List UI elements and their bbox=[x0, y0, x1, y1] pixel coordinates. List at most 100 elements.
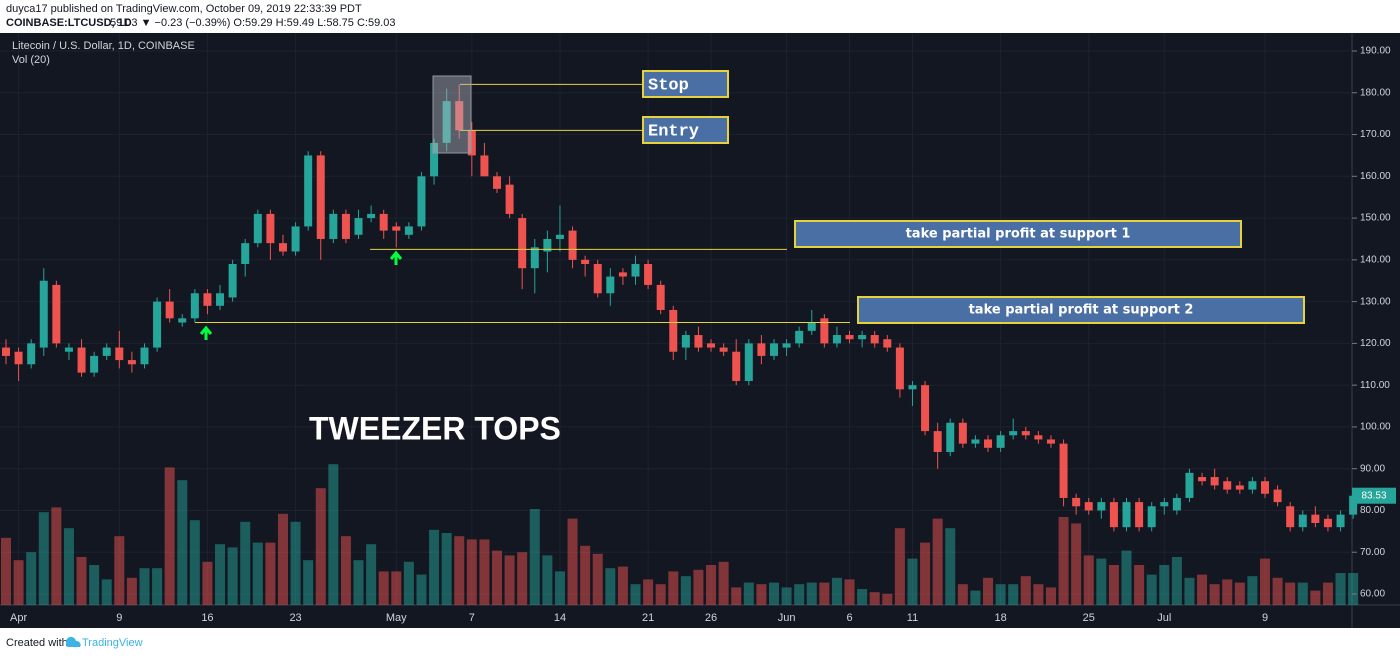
volume-bar bbox=[202, 561, 213, 605]
volume-bar bbox=[869, 592, 880, 605]
volume-bar bbox=[806, 582, 817, 605]
volume-bar bbox=[731, 587, 742, 605]
volume-bar bbox=[1285, 582, 1296, 605]
volume-bar bbox=[189, 520, 200, 605]
volume-bar bbox=[706, 565, 717, 605]
volume-bar bbox=[252, 542, 263, 605]
candle-body bbox=[958, 422, 967, 444]
volume-bar bbox=[353, 560, 364, 605]
candle-body bbox=[27, 343, 36, 365]
candle-body bbox=[1323, 518, 1332, 528]
x-tick-label: 23 bbox=[289, 612, 301, 624]
volume-bar bbox=[139, 568, 150, 605]
candle-body bbox=[631, 264, 640, 277]
candle-body bbox=[1261, 481, 1269, 494]
candle-body bbox=[1185, 472, 1194, 498]
candle-body bbox=[77, 347, 86, 373]
volume-bar bbox=[466, 539, 477, 605]
candle-body bbox=[1122, 502, 1131, 528]
volume-bar bbox=[1335, 573, 1346, 605]
volume-bar bbox=[1247, 576, 1258, 605]
volume-bar bbox=[1121, 550, 1132, 605]
candle-body bbox=[253, 213, 262, 244]
candle-body bbox=[593, 264, 602, 294]
volume-bar bbox=[1, 537, 11, 605]
candle-body bbox=[1135, 502, 1144, 528]
x-tick-label: 16 bbox=[201, 612, 213, 624]
candle-body bbox=[480, 155, 489, 177]
candle-body bbox=[1059, 443, 1068, 498]
volume-bar bbox=[441, 533, 452, 605]
volume-bar bbox=[26, 552, 37, 605]
volume-bar bbox=[945, 528, 956, 605]
volume-bar bbox=[517, 552, 528, 605]
volume-bar bbox=[164, 467, 175, 605]
candle-body bbox=[782, 343, 791, 348]
candle-body bbox=[820, 318, 829, 344]
label-box bbox=[857, 296, 1305, 324]
y-tick-label: 150.00 bbox=[1360, 213, 1391, 224]
volume-bar bbox=[844, 579, 855, 605]
volume-bar bbox=[38, 512, 49, 605]
x-tick-label: Apr bbox=[10, 612, 27, 624]
volume-bar bbox=[429, 529, 440, 605]
volume-bar bbox=[857, 589, 868, 605]
candle-body bbox=[581, 259, 590, 265]
up-arrow bbox=[199, 325, 213, 340]
candle-body bbox=[430, 142, 439, 177]
volume-bar bbox=[957, 584, 968, 605]
volume-bar bbox=[63, 528, 74, 605]
volume-bar bbox=[768, 582, 779, 605]
candle-body bbox=[971, 439, 980, 444]
x-tick-label: 21 bbox=[642, 612, 654, 624]
candle-body bbox=[329, 213, 338, 239]
volume-bar bbox=[1058, 517, 1069, 605]
volume-bar bbox=[756, 584, 767, 605]
candle-body bbox=[1311, 514, 1320, 523]
x-tick-label: May bbox=[386, 612, 407, 624]
price-tag-label: 83.53 bbox=[1361, 490, 1386, 501]
volume-bar bbox=[227, 547, 238, 605]
volume-bar bbox=[1008, 584, 1019, 605]
candle-body bbox=[845, 335, 854, 340]
candle-body bbox=[90, 355, 99, 373]
volume-bar bbox=[567, 518, 578, 605]
volume-bar bbox=[114, 536, 125, 605]
volume-bar bbox=[101, 579, 112, 605]
volume-bar bbox=[1272, 577, 1283, 605]
volume-bar bbox=[1222, 579, 1233, 605]
candle-body bbox=[1210, 477, 1219, 486]
y-tick-label: 100.00 bbox=[1360, 422, 1391, 433]
candle-body bbox=[555, 234, 564, 239]
volume-bar bbox=[366, 544, 377, 605]
candle-body bbox=[1248, 481, 1257, 490]
candle-body bbox=[618, 272, 627, 277]
candle-body bbox=[870, 335, 879, 344]
candle-body bbox=[946, 422, 955, 452]
volume-bar bbox=[680, 576, 691, 605]
volume-bar bbox=[277, 513, 288, 605]
volume-bar bbox=[1348, 573, 1359, 605]
y-tick-label: 190.00 bbox=[1360, 46, 1391, 57]
candle-body bbox=[858, 335, 867, 340]
candle-body bbox=[681, 335, 690, 348]
candle-body bbox=[908, 385, 917, 390]
up-arrow bbox=[389, 250, 403, 265]
candle-body bbox=[1084, 502, 1093, 511]
label-text: take partial profit at support 2 bbox=[969, 303, 1194, 318]
candle-body bbox=[795, 330, 804, 344]
label-box bbox=[642, 116, 729, 144]
volume-bar bbox=[290, 521, 301, 605]
volume-bar bbox=[1045, 587, 1056, 605]
volume-bar bbox=[1260, 558, 1270, 605]
volume-title: Vol (20) bbox=[12, 54, 50, 66]
volume-bar bbox=[240, 521, 251, 605]
volume-bar bbox=[529, 509, 540, 605]
candle-body bbox=[707, 343, 716, 348]
candle-body bbox=[367, 213, 376, 219]
volume-bar bbox=[932, 518, 943, 605]
volume-bar bbox=[920, 542, 931, 605]
candle-body bbox=[732, 351, 741, 381]
y-tick-label: 170.00 bbox=[1360, 129, 1391, 140]
candle-body bbox=[895, 347, 904, 390]
